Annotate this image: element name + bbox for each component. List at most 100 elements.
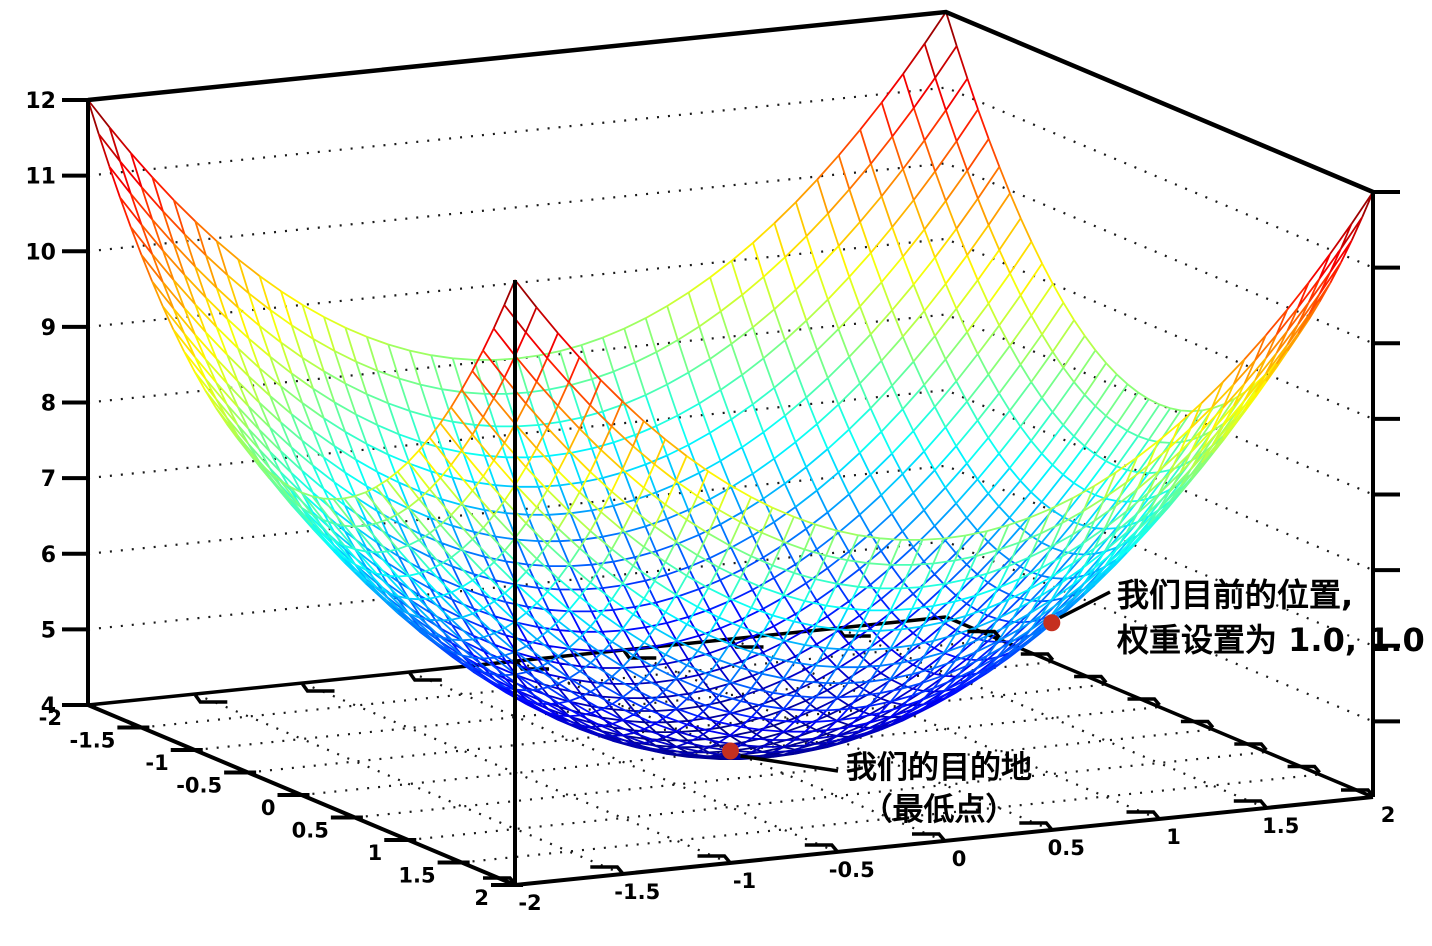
z-tick-label: 7 xyxy=(41,467,56,492)
surface-mesh-band xyxy=(140,154,1321,427)
rear-floor-edges-line xyxy=(193,693,228,704)
axis-ticks-line xyxy=(1234,742,1268,752)
rear-floor-edges-line xyxy=(301,682,335,693)
floor-gridlines-line xyxy=(838,626,1267,810)
surface-mesh-band xyxy=(129,129,1332,406)
floor-gridlines-line xyxy=(194,692,623,876)
floor-gridlines-line xyxy=(247,683,1107,774)
axis-ticks-line xyxy=(967,629,1001,639)
back-wall-gridlines-line xyxy=(87,237,1374,420)
z-tick-label: 11 xyxy=(25,165,56,190)
surface-mesh-band xyxy=(290,394,1171,609)
y-tick-label: 1 xyxy=(368,841,383,865)
back-wall-gridlines-line xyxy=(87,540,1374,723)
axes-line xyxy=(87,9,1374,195)
floor-gridlines-line xyxy=(461,773,1320,864)
surface-mesh-band xyxy=(151,163,1310,430)
axis-ticks-line xyxy=(1127,697,1161,707)
annotation-destination: 我们的目的地 （最低点） xyxy=(846,747,1032,831)
x-tick-label: -0.5 xyxy=(829,858,875,882)
axis-ticks-line xyxy=(1180,719,1215,729)
axis-ticks xyxy=(62,98,1400,887)
annotation-current-line1: 我们目前的位置, xyxy=(1117,576,1354,614)
surface-mesh xyxy=(87,11,1374,760)
x-tick-label: 2 xyxy=(1381,803,1396,827)
y-tick-label: -1.5 xyxy=(69,729,115,753)
axis-ticks-line xyxy=(804,843,839,853)
annotation-connectors xyxy=(740,590,1111,773)
surface-mesh-band xyxy=(333,455,1128,646)
z-tick-label: 6 xyxy=(41,543,56,568)
axis-ticks-line xyxy=(483,876,517,886)
x-tick-label: -2 xyxy=(518,891,541,915)
surface-mesh-band xyxy=(140,136,1321,407)
axis-ticks-line xyxy=(697,854,731,864)
axis-ticks-line xyxy=(1287,764,1321,774)
surface-mesh-band xyxy=(87,11,1374,308)
marker-destination xyxy=(722,742,739,760)
annotation-connectors-line xyxy=(1058,590,1111,620)
axis-ticks-line xyxy=(1019,821,1053,831)
y-tick-label: -1 xyxy=(145,751,168,775)
back-wall-gridlines-line xyxy=(87,313,1374,496)
surface-mesh-band xyxy=(462,600,999,728)
rear-floor-edges-line xyxy=(622,649,657,660)
z-tick-label: 4 xyxy=(41,694,56,719)
floor-gridlines-line xyxy=(141,638,1000,729)
y-tick-label: 0 xyxy=(261,796,276,820)
surface-mesh-band xyxy=(268,369,1193,589)
surface-mesh-band xyxy=(194,260,1268,513)
surface-mesh-band xyxy=(236,317,1225,557)
y-tick-label: 0.5 xyxy=(292,819,329,843)
annotation-connectors-line xyxy=(740,754,839,773)
axis-ticks-line xyxy=(1074,674,1108,684)
axis-ticks-line xyxy=(1020,652,1055,662)
annotation-destination-line1: 我们的目的地 xyxy=(846,750,1032,786)
x-tick-label: -1.5 xyxy=(614,880,660,904)
rear-floor-edges-line xyxy=(837,627,871,638)
z-tick-label: 12 xyxy=(25,89,56,114)
y-tick-label: 2 xyxy=(474,886,489,910)
marker-current-position xyxy=(1043,614,1061,632)
floor-gridlines-line xyxy=(408,750,1267,842)
surface-mesh-band xyxy=(151,178,1310,451)
z-tick-label: 9 xyxy=(41,316,56,341)
y-tick-label: 1.5 xyxy=(398,864,435,888)
floor-gridlines-line xyxy=(194,660,1053,752)
back-wall-gridlines-line xyxy=(87,86,1374,269)
axes-line xyxy=(514,795,1374,887)
surface-mesh-band xyxy=(161,195,1300,457)
z-tick-label: 5 xyxy=(41,618,56,643)
axis-ticks-line xyxy=(912,832,946,842)
floor-gridlines-line xyxy=(409,670,838,854)
axis-ticks-line xyxy=(1233,799,1268,809)
surface-mesh-band xyxy=(130,107,1331,383)
surface-mesh-band xyxy=(183,235,1278,497)
x-tick-label: -1 xyxy=(733,869,756,893)
marker-dots xyxy=(722,614,1061,760)
surface-mesh-band xyxy=(97,43,1364,334)
axis-ticks-line xyxy=(1341,788,1375,798)
back-wall-gridlines-line xyxy=(87,388,1374,572)
y-tick-label: -0.5 xyxy=(176,774,222,798)
annotation-current-line2: 权重设置为 1.0, 1.0 xyxy=(1117,621,1425,659)
back-wall-gridlines-line xyxy=(87,162,1374,345)
surface-mesh-band xyxy=(247,337,1214,568)
y-tick-label: -2 xyxy=(39,706,62,730)
floor-gridlines-line xyxy=(354,728,1214,819)
rear-floor-edges-line xyxy=(408,671,442,682)
surface-mesh-band xyxy=(194,252,1267,505)
x-tick-label: 1.5 xyxy=(1262,814,1299,838)
surface-mesh-band xyxy=(161,201,1300,471)
axis-ticks-line xyxy=(590,865,624,875)
surface-mesh-band xyxy=(204,276,1257,527)
floor-gridlines-line xyxy=(301,705,1160,797)
annotation-destination-line2: （最低点） xyxy=(861,792,1017,828)
x-tick-label: 0 xyxy=(952,847,967,871)
surface-mesh-band xyxy=(119,101,1342,383)
surface-mesh-band xyxy=(108,73,1353,359)
z-tick-label: 10 xyxy=(25,240,56,265)
